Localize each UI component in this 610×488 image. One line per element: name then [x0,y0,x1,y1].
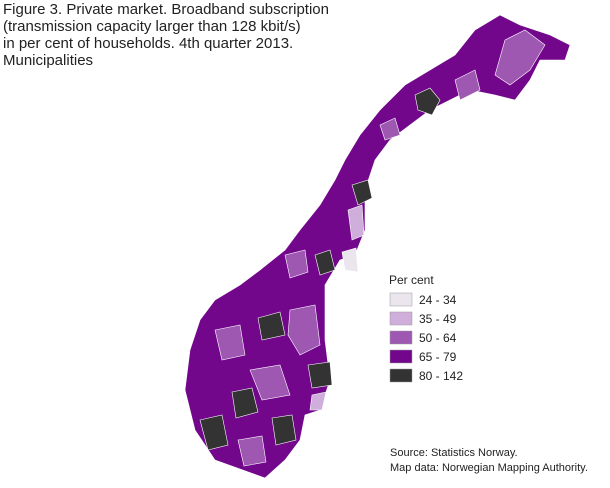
legend-swatch [389,292,413,307]
municipality [307,361,333,389]
country-outline [184,14,571,479]
source: Source: Statistics Norway. Map data: Nor… [390,447,588,474]
municipality [231,387,259,419]
title-line: Municipalities [3,52,93,69]
legend-swatch [389,311,413,326]
municipality [237,435,267,467]
municipality [257,311,286,341]
title-line: in per cent of households. 4th quarter 2… [3,35,293,52]
municipality [351,179,373,206]
municipality [314,249,336,276]
municipality [199,414,229,451]
legend-label: 65 - 79 [419,350,457,364]
map [184,14,571,479]
municipality [309,391,327,411]
source-line: Source: Statistics Norway. [390,447,518,459]
legend-label: 50 - 64 [419,331,457,345]
legend-label: 24 - 34 [419,293,457,307]
municipality [214,324,246,361]
municipality [341,247,359,273]
municipality [347,204,365,241]
municipality [379,117,401,141]
municipality [284,249,309,279]
legend-swatch [389,349,413,364]
legend-title: Per cent [389,273,434,287]
municipality [494,29,546,86]
legend-swatch [389,330,413,345]
source-line: Map data: Norwegian Mapping Authority. [390,462,588,474]
legend-label: 80 - 142 [419,369,463,383]
municipality [271,414,297,446]
legend: Per cent 24 - 34 35 - 49 50 - 64 65 - 79 80 … [389,273,463,383]
municipality [287,304,321,356]
title-line: Figure 3. Private market. Broadband subs… [3,1,329,18]
title-line: (transmission capacity larger than 128 k… [3,18,301,35]
municipality [249,364,291,401]
legend-swatch [389,368,413,383]
municipality [454,69,481,101]
title: Figure 3. Private market. Broadband subs… [3,1,329,69]
municipality [414,87,441,116]
legend-label: 35 - 49 [419,312,457,326]
